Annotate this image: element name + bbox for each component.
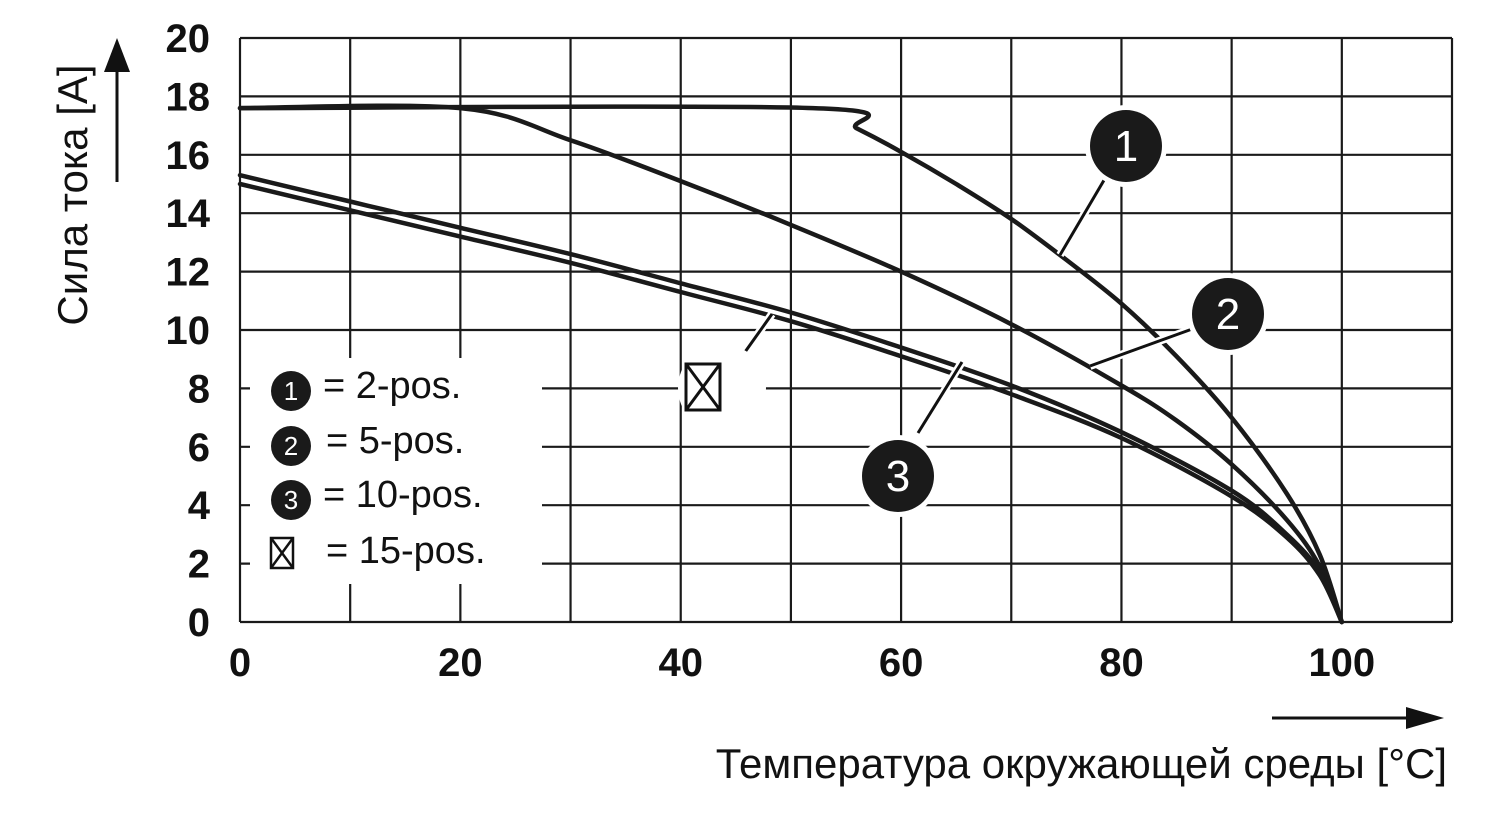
- x-tick-label: 100: [1308, 641, 1375, 685]
- legend-badge-1: [271, 371, 311, 411]
- y-axis-title: Сила тока [A]: [49, 64, 96, 325]
- y-tick-label: 2: [188, 543, 210, 587]
- x-tick-label: 20: [438, 641, 483, 685]
- series-line-2: [237, 103, 1345, 625]
- series-lines: [237, 103, 1345, 625]
- y-tick-label: 0: [188, 601, 210, 645]
- y-tick-label: 6: [188, 426, 210, 470]
- y-tick-label: 20: [166, 17, 211, 61]
- series-line-3: [237, 172, 1345, 625]
- legend-entry-2: 2 = 5-pos.: [271, 420, 464, 466]
- legend: 1 = 2-pos. 2 = 5-pos. 3 = 10-pos. = 15-p…: [250, 358, 542, 584]
- legend-badge-label: 2: [284, 431, 298, 461]
- legend-label: = 2-pos.: [323, 365, 461, 407]
- y-tick-label: 10: [166, 309, 211, 353]
- y-tick-label: 12: [166, 251, 211, 295]
- series-1-badge-label: 1: [1114, 122, 1138, 171]
- callout-2: 2: [1088, 273, 1269, 370]
- series-line-1: [237, 104, 1345, 625]
- legend-label: = 15-pos.: [326, 530, 486, 572]
- x-tick-label: 80: [1099, 641, 1144, 685]
- callout-1: 1: [1056, 105, 1167, 258]
- y-tick-labels: 0 2 4 6 8 10 12 14 16 18 20: [166, 17, 211, 645]
- x-tick-label: 40: [658, 641, 703, 685]
- y-tick-label: 8: [188, 367, 210, 411]
- crossed-box-icon: [684, 362, 722, 412]
- legend-badge-label: 3: [284, 485, 298, 515]
- y-tick-label: 4: [188, 484, 211, 528]
- series-2-badge-label: 2: [1216, 290, 1240, 339]
- callout-3: 3: [857, 359, 966, 517]
- legend-badge-label: 1: [284, 376, 298, 406]
- legend-badge-2: [271, 426, 311, 466]
- series-line-4: [237, 181, 1345, 625]
- y-axis-arrow-head: [104, 38, 130, 72]
- series-2-badge: [1192, 278, 1264, 350]
- y-tick-label: 16: [166, 134, 211, 178]
- legend-entry-4: = 15-pos.: [269, 530, 486, 572]
- series-3-badge-label: 3: [886, 452, 910, 501]
- series-3-badge: [862, 440, 934, 512]
- series-1-badge: [1090, 110, 1162, 182]
- legend-label: = 5-pos.: [326, 420, 464, 462]
- legend-label: = 10-pos.: [323, 474, 483, 516]
- x-axis-title: Температура окружающей среды [°C]: [716, 740, 1447, 787]
- callout-15pos: [678, 311, 776, 432]
- x-tick-label: 0: [229, 641, 251, 685]
- x-axis-arrow-head: [1406, 707, 1444, 729]
- x-tick-label: 60: [879, 641, 924, 685]
- legend-badge-3: [271, 480, 311, 520]
- x-tick-labels: 0 20 40 60 80 100: [229, 641, 1375, 685]
- legend-entry-1: 1 = 2-pos.: [271, 365, 461, 411]
- y-tick-label: 18: [166, 75, 211, 119]
- crossed-box-icon: [269, 536, 295, 570]
- legend-entry-3: 3 = 10-pos.: [271, 474, 483, 520]
- y-tick-label: 14: [166, 192, 211, 236]
